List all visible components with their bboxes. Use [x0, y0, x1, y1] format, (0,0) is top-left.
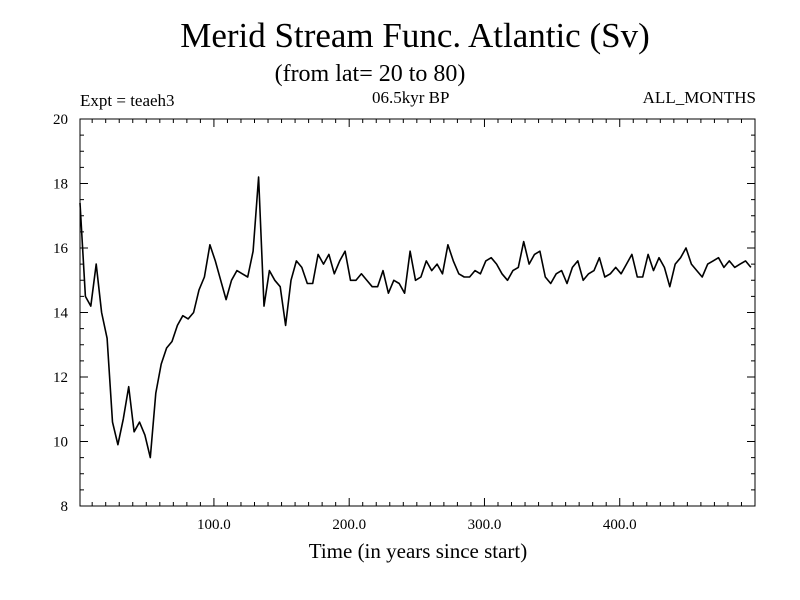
x-tick-label: 100.0 — [197, 517, 231, 533]
chart-title: Merid Stream Func. Atlantic (Sv) — [180, 16, 650, 55]
x-tick-label: 300.0 — [468, 517, 502, 533]
data-series-line — [79, 176, 752, 459]
experiment-label: Expt = teaeh3 — [80, 91, 175, 110]
months-label: ALL_MONTHS — [642, 88, 756, 107]
chart-subtitle: (from lat= 20 to 80) — [274, 61, 466, 87]
y-tick-label: 12 — [53, 370, 68, 386]
y-tick-label: 10 — [53, 435, 68, 451]
y-tick-label: 16 — [53, 241, 69, 257]
period-label: 06.5kyr BP — [372, 88, 450, 107]
y-tick-label: 20 — [53, 112, 68, 128]
plot-frame — [79, 118, 756, 507]
y-tick-label: 14 — [53, 306, 69, 322]
y-tick-label: 8 — [61, 499, 69, 515]
x-axis-label: Time (in years since start) — [308, 539, 528, 563]
y-tick-label: 18 — [53, 177, 68, 193]
x-tick-label: 200.0 — [332, 517, 366, 533]
x-tick-label: 400.0 — [603, 517, 637, 533]
